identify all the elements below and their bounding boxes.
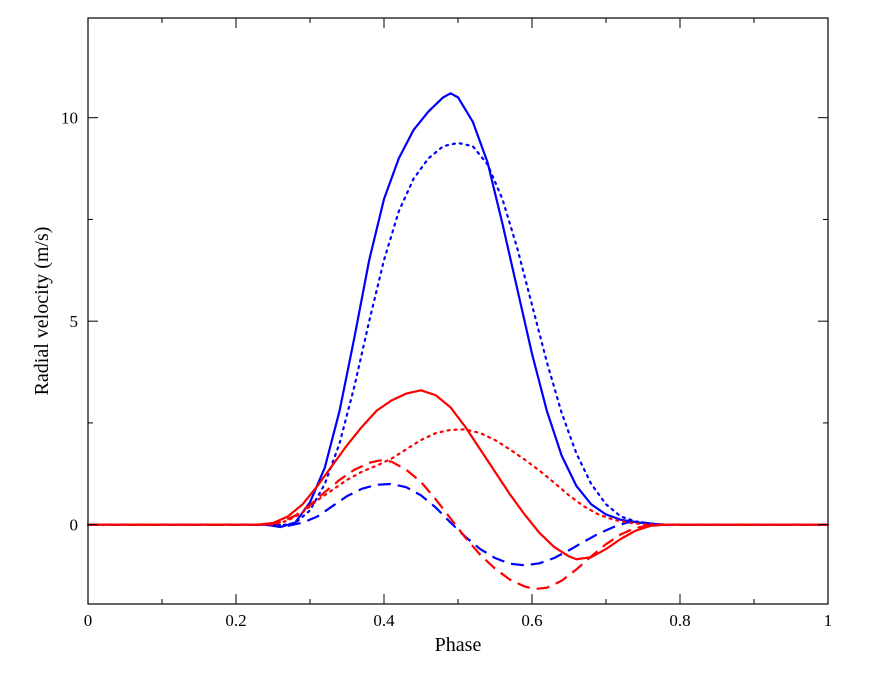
x-tick-label: 0.4 [373, 611, 395, 630]
series-line-1-solid [88, 92, 828, 529]
y-axis-title: Radial velocity (m/s) [31, 227, 53, 396]
y-tick-label: 10 [61, 109, 78, 128]
x-tick-label: 0.2 [225, 611, 246, 630]
y-tick-label: 0 [70, 516, 79, 535]
y-tick-label: 5 [70, 312, 79, 331]
x-axis-title: Phase [435, 634, 482, 656]
series-line-4-solid [88, 389, 828, 561]
plot-frame [87, 17, 829, 605]
series-line-3-dashed [88, 482, 828, 567]
x-tick-label: 0.8 [669, 611, 690, 630]
series-layer [86, 92, 830, 591]
x-tick-label: 0 [84, 611, 93, 630]
series-line-6-dashed [88, 459, 828, 591]
series-line-5-dotted [86, 428, 830, 526]
x-tick-label: 0.6 [521, 611, 542, 630]
series-line-2-dotted [86, 141, 830, 527]
x-tick-label: 1 [824, 611, 833, 630]
